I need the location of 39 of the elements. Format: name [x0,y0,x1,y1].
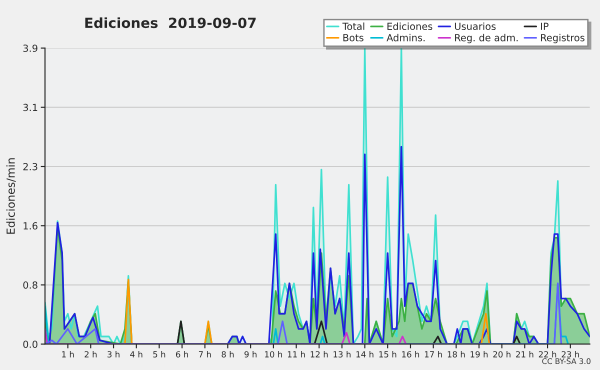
x-tick-label: 16 h [402,351,420,358]
x-tick-label: 21 h [516,351,534,358]
x-tick-label: 15 h [379,351,396,358]
x-tick-label: 5 h [153,351,166,358]
x-tick-label: 3 h [108,351,120,358]
legend-label: Admins. [386,34,425,42]
x-tick-label: 7 h [198,351,211,358]
y-tick-label: 0.8 [23,281,38,289]
y-tick-label: 0.0 [23,340,38,348]
x-tick-label: 11 h [288,351,305,358]
x-tick-label: 23 h [562,351,579,358]
y-tick-label: 2.3 [23,162,38,170]
x-tick-label: 10 h [265,351,282,358]
chart-title: Ediciones 2019-09-07 [85,17,256,28]
legend-label: Bots [343,34,364,42]
x-tick-label: 8 h [222,351,234,358]
x-tick-label: 4 h [130,351,142,358]
legend-label: Total [342,22,364,30]
x-tick-label: 13 h [334,351,351,358]
x-tick-label: 19 h [470,351,488,358]
legend-label: Reg. de adm. [455,34,518,44]
x-tick-label: 14 h [356,351,374,358]
x-tick-label: 9 h [244,351,256,358]
y-axis-title: Ediciones/min [6,158,16,234]
x-tick-label: 1 h [62,351,74,358]
y-tick-label: 1.6 [24,222,38,230]
legend-label: IP [541,22,548,30]
x-tick-label: 12 h [310,351,328,358]
x-tick-label: 17 h [424,351,442,358]
y-tick-label: 3.9 [23,44,38,52]
x-tick-label: 22 h [538,351,556,358]
x-tick-label: 20 h [493,351,510,358]
legend-label: Ediciones [387,22,432,30]
x-tick-label: 6 h [176,351,188,358]
x-tick-label: 2 h [84,351,97,358]
legend-label: Usuarios [454,22,496,30]
y-tick-label: 3.1 [23,104,38,112]
x-tick-label: 18 h [448,351,465,358]
legend-label: Registros [541,34,584,44]
